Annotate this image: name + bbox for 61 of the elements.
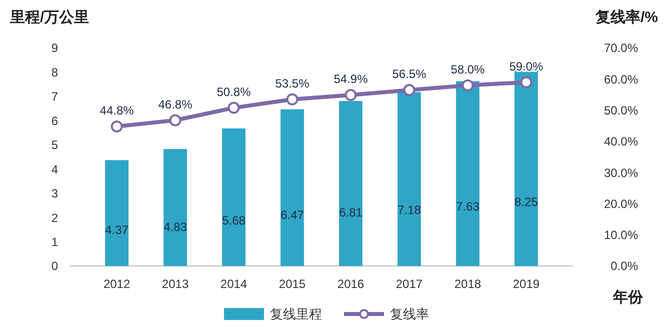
y2-tick-label: 30.0% bbox=[604, 166, 638, 180]
y-tick-label: 3 bbox=[51, 186, 58, 201]
bar bbox=[398, 92, 421, 266]
data-label: 5.68 bbox=[222, 214, 246, 228]
y-tick-label: 6 bbox=[51, 114, 58, 128]
data-label: 46.8% bbox=[158, 97, 193, 112]
x-tick-label: 2016 bbox=[337, 277, 364, 291]
data-label: 4.37 bbox=[105, 223, 129, 238]
y-axis-title: 里程/万公里 bbox=[9, 9, 90, 26]
x-tick-label: 2013 bbox=[162, 277, 189, 291]
y-tick-label: 7 bbox=[51, 90, 58, 104]
y-tick-label: 4 bbox=[51, 162, 58, 176]
y2-tick-label: 70.0% bbox=[604, 41, 638, 56]
bar bbox=[456, 81, 480, 266]
legend-label: 复线率 bbox=[390, 306, 429, 322]
y2-tick-label: 0.0% bbox=[610, 259, 638, 274]
y-tick-label: 0 bbox=[51, 259, 58, 274]
data-label: 53.5% bbox=[275, 76, 310, 90]
point bbox=[520, 76, 532, 88]
point bbox=[110, 120, 123, 132]
data-label: 7.63 bbox=[456, 200, 480, 214]
x-tick-label: 2018 bbox=[454, 277, 482, 291]
point bbox=[286, 93, 298, 106]
point bbox=[403, 84, 416, 96]
bar bbox=[164, 149, 187, 266]
x-axis-title: 年份 bbox=[612, 289, 644, 306]
y-tick-label: 5 bbox=[51, 138, 58, 152]
x-tick-label: 2019 bbox=[512, 277, 540, 291]
point bbox=[462, 79, 474, 92]
point bbox=[344, 89, 357, 102]
data-label: 50.8% bbox=[216, 84, 252, 99]
bar bbox=[280, 109, 304, 266]
legend-label: 复线里程 bbox=[270, 306, 322, 322]
data-label: 8.25 bbox=[514, 195, 538, 210]
data-label: 56.5% bbox=[392, 67, 427, 82]
data-label: 4.83 bbox=[164, 220, 188, 234]
x-tick-label: 2014 bbox=[220, 277, 248, 291]
y2-tick-label: 50.0% bbox=[604, 103, 638, 118]
y-tick-label: 1 bbox=[51, 234, 58, 249]
bar bbox=[339, 101, 362, 266]
point bbox=[169, 114, 182, 126]
data-label: 54.9% bbox=[334, 72, 368, 86]
data-label: 44.8% bbox=[100, 103, 134, 118]
x-tick-label: 2015 bbox=[278, 277, 306, 291]
y-tick-label: 8 bbox=[51, 65, 58, 80]
y2-axis-title: 复线率/% bbox=[594, 8, 658, 26]
data-label: 6.47 bbox=[280, 208, 304, 222]
y2-tick-label: 10.0% bbox=[604, 228, 638, 242]
y-tick-label: 2 bbox=[51, 210, 58, 225]
bar bbox=[105, 160, 128, 266]
y2-tick-label: 20.0% bbox=[604, 196, 638, 211]
y2-tick-label: 60.0% bbox=[604, 72, 638, 86]
x-tick-label: 2012 bbox=[103, 277, 130, 291]
data-label: 7.18 bbox=[398, 202, 422, 217]
data-label: 6.81 bbox=[339, 206, 363, 220]
bar bbox=[222, 128, 246, 266]
x-tick-label: 2017 bbox=[396, 277, 423, 291]
point bbox=[228, 102, 240, 114]
data-label: 58.0% bbox=[450, 62, 486, 76]
y2-tick-label: 40.0% bbox=[604, 134, 638, 149]
y-tick-label: 9 bbox=[51, 41, 58, 56]
